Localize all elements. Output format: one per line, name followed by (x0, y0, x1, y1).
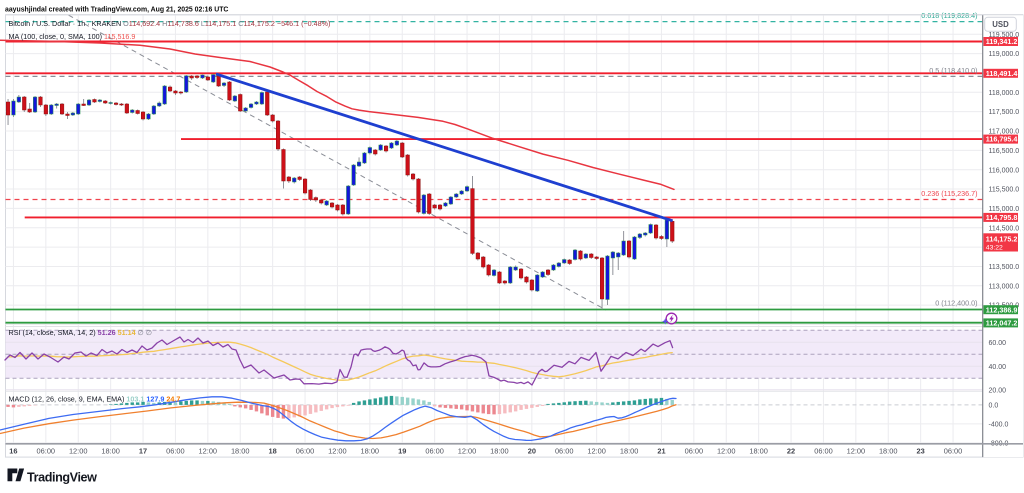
svg-text:Bitcoin / U.S. Dollar · 1h · K: Bitcoin / U.S. Dollar · 1h · KRAKEN O114… (9, 19, 331, 28)
svg-text:0 (112,400.0): 0 (112,400.0) (935, 298, 977, 307)
svg-text:06:00: 06:00 (296, 446, 315, 455)
svg-text:06:00: 06:00 (944, 446, 963, 455)
svg-text:40.00: 40.00 (989, 364, 1007, 371)
svg-text:USD: USD (992, 20, 1009, 29)
svg-text:116,500.0: 116,500.0 (989, 148, 1020, 155)
svg-text:119,500.0: 119,500.0 (989, 32, 1020, 39)
svg-text:06:00: 06:00 (555, 446, 574, 455)
svg-text:06:00: 06:00 (166, 446, 185, 455)
svg-text:113,000.0: 113,000.0 (989, 283, 1020, 290)
svg-text:117,000.0: 117,000.0 (989, 129, 1020, 136)
svg-text:119,341.2: 119,341.2 (986, 37, 1018, 46)
svg-text:-400.0: -400.0 (989, 422, 1009, 429)
svg-text:115,000.0: 115,000.0 (989, 206, 1020, 213)
svg-text:21: 21 (657, 446, 665, 455)
svg-text:12:00: 12:00 (587, 446, 606, 455)
svg-text:43:22: 43:22 (986, 244, 1003, 251)
svg-text:117,500.0: 117,500.0 (989, 109, 1020, 116)
svg-text:12:00: 12:00 (69, 446, 88, 455)
svg-text:RSI (14, close, SMA, 14, 2) 51: RSI (14, close, SMA, 14, 2) 51.26 51.14 … (9, 328, 153, 337)
svg-text:18:00: 18:00 (361, 446, 380, 455)
svg-text:23: 23 (916, 446, 924, 455)
svg-text:17: 17 (139, 446, 147, 455)
svg-text:112,386.9: 112,386.9 (986, 305, 1018, 314)
svg-text:0.0: 0.0 (989, 403, 999, 410)
svg-text:119,000.0: 119,000.0 (989, 51, 1020, 58)
svg-text:18:00: 18:00 (101, 446, 120, 455)
svg-text:18:00: 18:00 (879, 446, 898, 455)
svg-text:116,000.0: 116,000.0 (989, 167, 1020, 174)
svg-text:0.618 (119,828.4): 0.618 (119,828.4) (921, 11, 977, 20)
svg-text:12:00: 12:00 (847, 446, 866, 455)
svg-text:16: 16 (9, 446, 17, 455)
svg-text:0.5 (118,410.0): 0.5 (118,410.0) (929, 66, 977, 75)
svg-text:114,795.8: 114,795.8 (986, 213, 1018, 222)
svg-text:20.00: 20.00 (989, 387, 1007, 394)
svg-text:112,047.2: 112,047.2 (986, 319, 1018, 328)
svg-text:18: 18 (268, 446, 276, 455)
svg-text:TradingView: TradingView (27, 470, 97, 484)
svg-text:MA (100, close, 0, SMA, 100) 1: MA (100, close, 0, SMA, 100) 115,516.9 (9, 32, 136, 41)
svg-text:MACD (12, 26, close, 9, EMA, E: MACD (12, 26, close, 9, EMA, EMA) 103.1 … (9, 394, 181, 403)
svg-text:06:00: 06:00 (685, 446, 704, 455)
svg-text:18:00: 18:00 (490, 446, 509, 455)
svg-text:22: 22 (787, 446, 795, 455)
svg-text:12:00: 12:00 (199, 446, 218, 455)
svg-text:18:00: 18:00 (749, 446, 768, 455)
svg-text:18:00: 18:00 (231, 446, 250, 455)
svg-text:12:00: 12:00 (458, 446, 477, 455)
svg-text:20: 20 (528, 446, 536, 455)
svg-text:aayushjindal created with Trad: aayushjindal created with TradingView.co… (5, 7, 228, 14)
svg-text:116,795.4: 116,795.4 (986, 135, 1018, 144)
svg-text:06:00: 06:00 (814, 446, 833, 455)
svg-text:60.00: 60.00 (989, 340, 1007, 347)
svg-text:0.236 (115,236.7): 0.236 (115,236.7) (921, 189, 977, 198)
svg-text:118,491.4: 118,491.4 (986, 69, 1018, 78)
svg-text:114,175.2: 114,175.2 (986, 234, 1018, 243)
svg-text:114,500.0: 114,500.0 (989, 225, 1020, 232)
svg-text:118,000.0: 118,000.0 (989, 90, 1020, 97)
svg-text:06:00: 06:00 (37, 446, 56, 455)
svg-text:12:00: 12:00 (328, 446, 347, 455)
svg-text:19: 19 (398, 446, 406, 455)
svg-text:115,500.0: 115,500.0 (989, 187, 1020, 194)
svg-text:113,500.0: 113,500.0 (989, 264, 1020, 271)
svg-text:06:00: 06:00 (425, 446, 444, 455)
svg-text:12:00: 12:00 (717, 446, 736, 455)
svg-text:18:00: 18:00 (620, 446, 639, 455)
